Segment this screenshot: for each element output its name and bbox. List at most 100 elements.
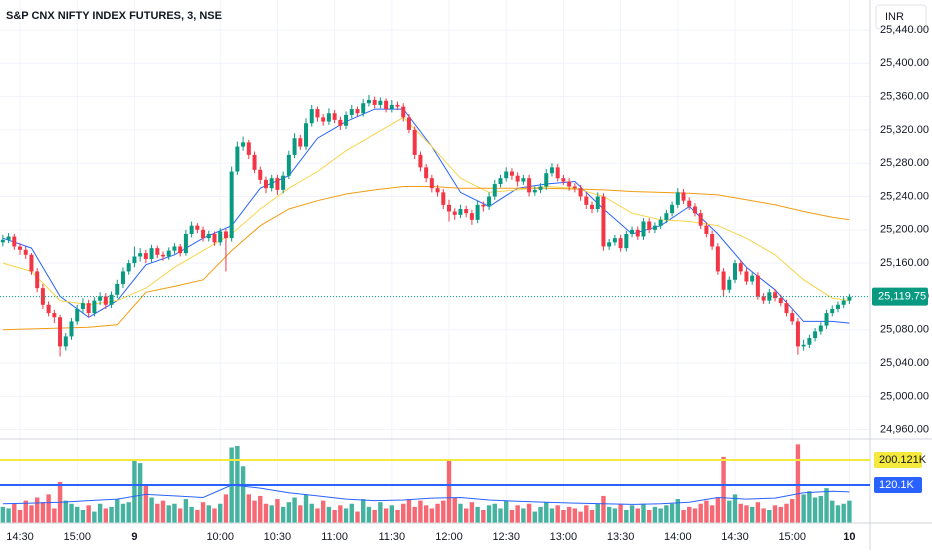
volume-bar: [664, 505, 669, 523]
candle-body: [195, 225, 200, 230]
candle-body: [847, 296, 852, 301]
volume-bar: [63, 500, 68, 523]
candle-body: [46, 304, 51, 314]
volume-bar: [469, 502, 475, 523]
volume-bar: [17, 510, 23, 523]
candle-body: [738, 263, 743, 272]
volume-bar: [172, 503, 177, 523]
volume-bar: [86, 505, 91, 523]
volume-bar: [578, 511, 583, 523]
candle-body: [612, 238, 617, 243]
volume-bar: [612, 508, 618, 523]
candle-body: [687, 200, 692, 207]
candle-body: [773, 292, 778, 299]
x-tick-label: 14:00: [664, 531, 692, 543]
candle-body: [69, 321, 74, 337]
candle-body: [487, 196, 492, 207]
candle-body: [664, 213, 669, 220]
volume-bar: [52, 508, 57, 523]
volume-bar: [669, 503, 675, 523]
volume-bar: [658, 508, 663, 523]
candle-body: [92, 300, 97, 314]
candle-body: [29, 254, 34, 272]
volume-bar: [521, 508, 526, 523]
volume-bar: [286, 502, 292, 523]
last-price-box: [872, 287, 928, 306]
y-tick-label: 25,160.00: [880, 257, 929, 269]
volume-bar: [46, 494, 51, 523]
volume-bar: [263, 503, 269, 523]
y-tick-label: 25,000.00: [880, 390, 929, 402]
y-tick-label: 25,040.00: [880, 357, 929, 369]
y-tick-label: 25,360.00: [880, 90, 929, 102]
x-tick-label: 14:30: [721, 531, 749, 543]
volume-bar: [200, 502, 206, 523]
candle-body: [475, 204, 480, 220]
volume-bar: [75, 506, 80, 523]
candle-body: [281, 175, 286, 190]
candle-body: [704, 225, 709, 234]
candle-body: [767, 292, 772, 301]
volume-bar: [206, 505, 211, 523]
volume-bar: [812, 497, 818, 523]
grid: [0, 0, 870, 523]
currency-box[interactable]: [875, 4, 927, 30]
volume-bar: [429, 508, 435, 523]
volume-bar: [97, 503, 103, 523]
volume-bar: [618, 503, 623, 523]
volume-bar: [515, 505, 520, 523]
candle-body: [103, 296, 108, 305]
volume-bar: [475, 506, 480, 523]
x-tick-label: 15:00: [63, 531, 91, 543]
volume-bar: [761, 508, 766, 523]
volume-bar: [315, 508, 320, 523]
candle-body: [401, 106, 406, 118]
volume-bar: [0, 506, 6, 523]
candle-body: [183, 233, 188, 254]
candle-body: [572, 186, 577, 189]
volume-bar: [681, 510, 686, 523]
volume-bar: [606, 506, 612, 523]
candle-body: [298, 138, 303, 147]
volume-bar: [126, 502, 131, 523]
candle-body: [601, 196, 606, 247]
volume-bar: [275, 499, 280, 523]
volume-bar: [458, 503, 463, 523]
volume-bar: [847, 500, 852, 523]
candle-body: [567, 181, 572, 187]
candle-body: [607, 242, 612, 247]
volume-bar: [749, 506, 755, 523]
volume-bar: [801, 494, 806, 523]
volume-bar: [23, 500, 28, 523]
candle-body: [212, 233, 217, 243]
volume-bar: [841, 503, 846, 523]
candle-body: [813, 331, 818, 339]
volume-bar: [92, 511, 97, 523]
candle-body: [447, 204, 452, 212]
candle-body: [635, 229, 640, 237]
candle-body: [229, 171, 234, 239]
candle-body: [509, 171, 514, 176]
volume-bar: [366, 506, 372, 523]
candle-body: [12, 236, 17, 247]
candle-body: [681, 192, 686, 201]
volume-bar: [372, 510, 377, 523]
candle-body: [80, 303, 85, 309]
volume-bar: [692, 508, 698, 523]
candle-body: [355, 109, 360, 114]
candle-body: [178, 246, 183, 254]
candle-body: [338, 119, 343, 126]
volume-bar: [561, 510, 566, 523]
candle-body: [795, 321, 800, 347]
volume-bar: [601, 495, 606, 523]
x-tick-label: 10:00: [206, 531, 234, 543]
volume-bar: [395, 510, 400, 523]
volume-bar: [223, 494, 229, 523]
candle-body: [315, 109, 320, 118]
candle-body: [241, 142, 246, 147]
candle-body: [292, 138, 297, 155]
candle-body: [778, 298, 783, 304]
chart-title: S&P CNX NIFTY INDEX FUTURES, 3, NSE: [6, 10, 222, 22]
currency[interactable]: INR: [885, 11, 904, 23]
volume-bar: [378, 502, 383, 523]
